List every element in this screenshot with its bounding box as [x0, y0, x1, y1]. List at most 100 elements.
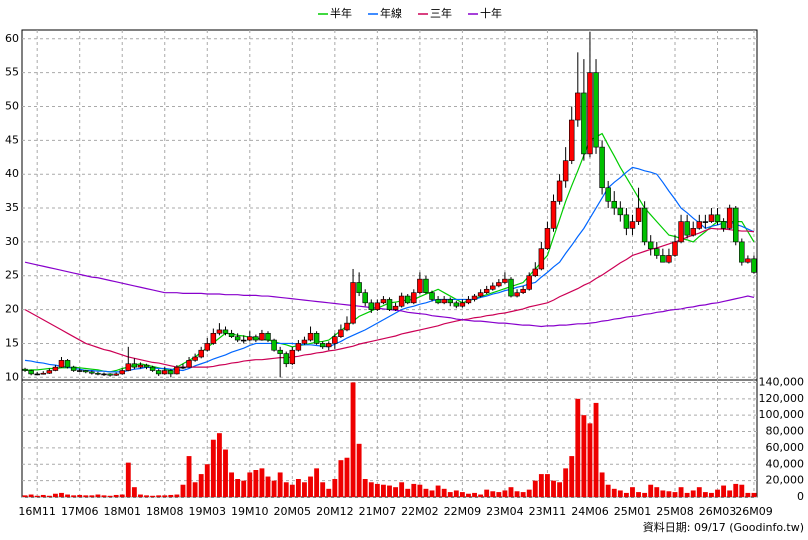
volume-bar [308, 476, 313, 497]
volume-bar [332, 479, 338, 497]
volume-bar [466, 493, 471, 497]
x-tick-label: 19M10 [231, 505, 269, 518]
volume-bar [283, 482, 289, 497]
volume-bar [204, 464, 210, 497]
candle-body [726, 207, 733, 229]
volume-bar [320, 482, 326, 497]
candle-body [180, 366, 186, 369]
volume-bar [28, 494, 34, 497]
volume-bar [119, 494, 125, 497]
volume-bar [393, 487, 399, 497]
candle-body [119, 370, 125, 375]
volume-bar [581, 415, 587, 497]
candle-body [435, 299, 441, 304]
candle-body [247, 336, 253, 341]
volume-bar [210, 439, 216, 497]
y-tick-label: 35 [5, 201, 19, 214]
candle-body [192, 356, 198, 361]
candle-body [125, 363, 132, 371]
volume-bar [289, 484, 295, 497]
candle-body [605, 187, 611, 202]
candle-body [283, 353, 289, 365]
volume-bar [690, 490, 696, 497]
volume-bar [162, 495, 168, 497]
volume-bar [623, 492, 629, 497]
candle-body [429, 292, 435, 300]
volume-bar [83, 495, 89, 497]
volume-bar [611, 488, 617, 497]
volume-bar [198, 474, 204, 497]
volume-bar [138, 494, 143, 497]
volume-bar [593, 402, 599, 497]
candle-body [690, 228, 696, 236]
legend-label: 年線 [380, 6, 402, 20]
volume-bar [302, 482, 307, 497]
volume-bar [338, 460, 344, 497]
volume-bar [472, 492, 477, 497]
candle-body [326, 343, 332, 348]
volume-bar [459, 492, 465, 497]
x-tick-label: 25M08 [656, 505, 694, 518]
y-tick-label: 55 [5, 66, 19, 79]
candle-body [696, 221, 703, 229]
candle-body [40, 372, 46, 375]
volume-bar [423, 488, 429, 497]
candle-body [95, 372, 101, 375]
candle-body [417, 278, 423, 293]
volume-bar [192, 482, 198, 497]
candle-body [368, 302, 375, 310]
volume-bar [362, 479, 368, 497]
candle-body [641, 207, 648, 243]
volume-bar [538, 474, 544, 497]
candle-body [259, 332, 265, 341]
candle-body [477, 292, 484, 297]
volume-bar [617, 490, 623, 497]
volume-bar [739, 484, 745, 497]
volume-bar [52, 493, 58, 497]
candle-body [22, 368, 28, 371]
candle-body [490, 285, 496, 290]
candle-body [532, 268, 539, 277]
y-tick-label: 60 [5, 32, 19, 45]
candle-body [186, 360, 192, 368]
candle-body [344, 322, 350, 331]
y-tick-label: 25 [5, 269, 19, 282]
candle-body [562, 160, 569, 182]
candle-body [137, 364, 144, 368]
candle-body [483, 288, 490, 293]
candle-body [83, 370, 89, 373]
candle-body [107, 373, 113, 376]
volume-tick-label: 100,000 [759, 408, 805, 421]
candle-body [332, 336, 338, 344]
volume-bar [101, 495, 107, 497]
candle-body [319, 343, 326, 348]
candle-body [234, 336, 241, 341]
x-tick-label: 19M03 [189, 505, 227, 518]
candle-body [538, 248, 545, 270]
y-tick-label: 50 [5, 99, 19, 112]
candle-body [617, 207, 624, 216]
volume-bar [34, 495, 40, 497]
volume-bar [605, 484, 611, 497]
candle-body [216, 329, 223, 334]
volume-bar [654, 487, 660, 497]
candle-body [155, 370, 162, 375]
volume-bar [314, 468, 320, 497]
candle-body [465, 299, 472, 304]
volume-bar [563, 468, 569, 497]
volume-bar [551, 480, 556, 497]
volume-bar [150, 495, 156, 497]
volume-bar [277, 472, 283, 497]
legend-label: 半年 [330, 6, 352, 20]
volume-bar [259, 468, 265, 497]
volume-bar [144, 495, 149, 497]
candle-body [240, 339, 247, 342]
candle-body [386, 299, 393, 310]
candle-body [168, 370, 174, 375]
volume-bar [399, 482, 405, 497]
x-tick-label: 22M09 [444, 505, 482, 518]
candle-body [593, 72, 599, 148]
candle-body [28, 370, 34, 375]
candle-body [174, 366, 180, 375]
